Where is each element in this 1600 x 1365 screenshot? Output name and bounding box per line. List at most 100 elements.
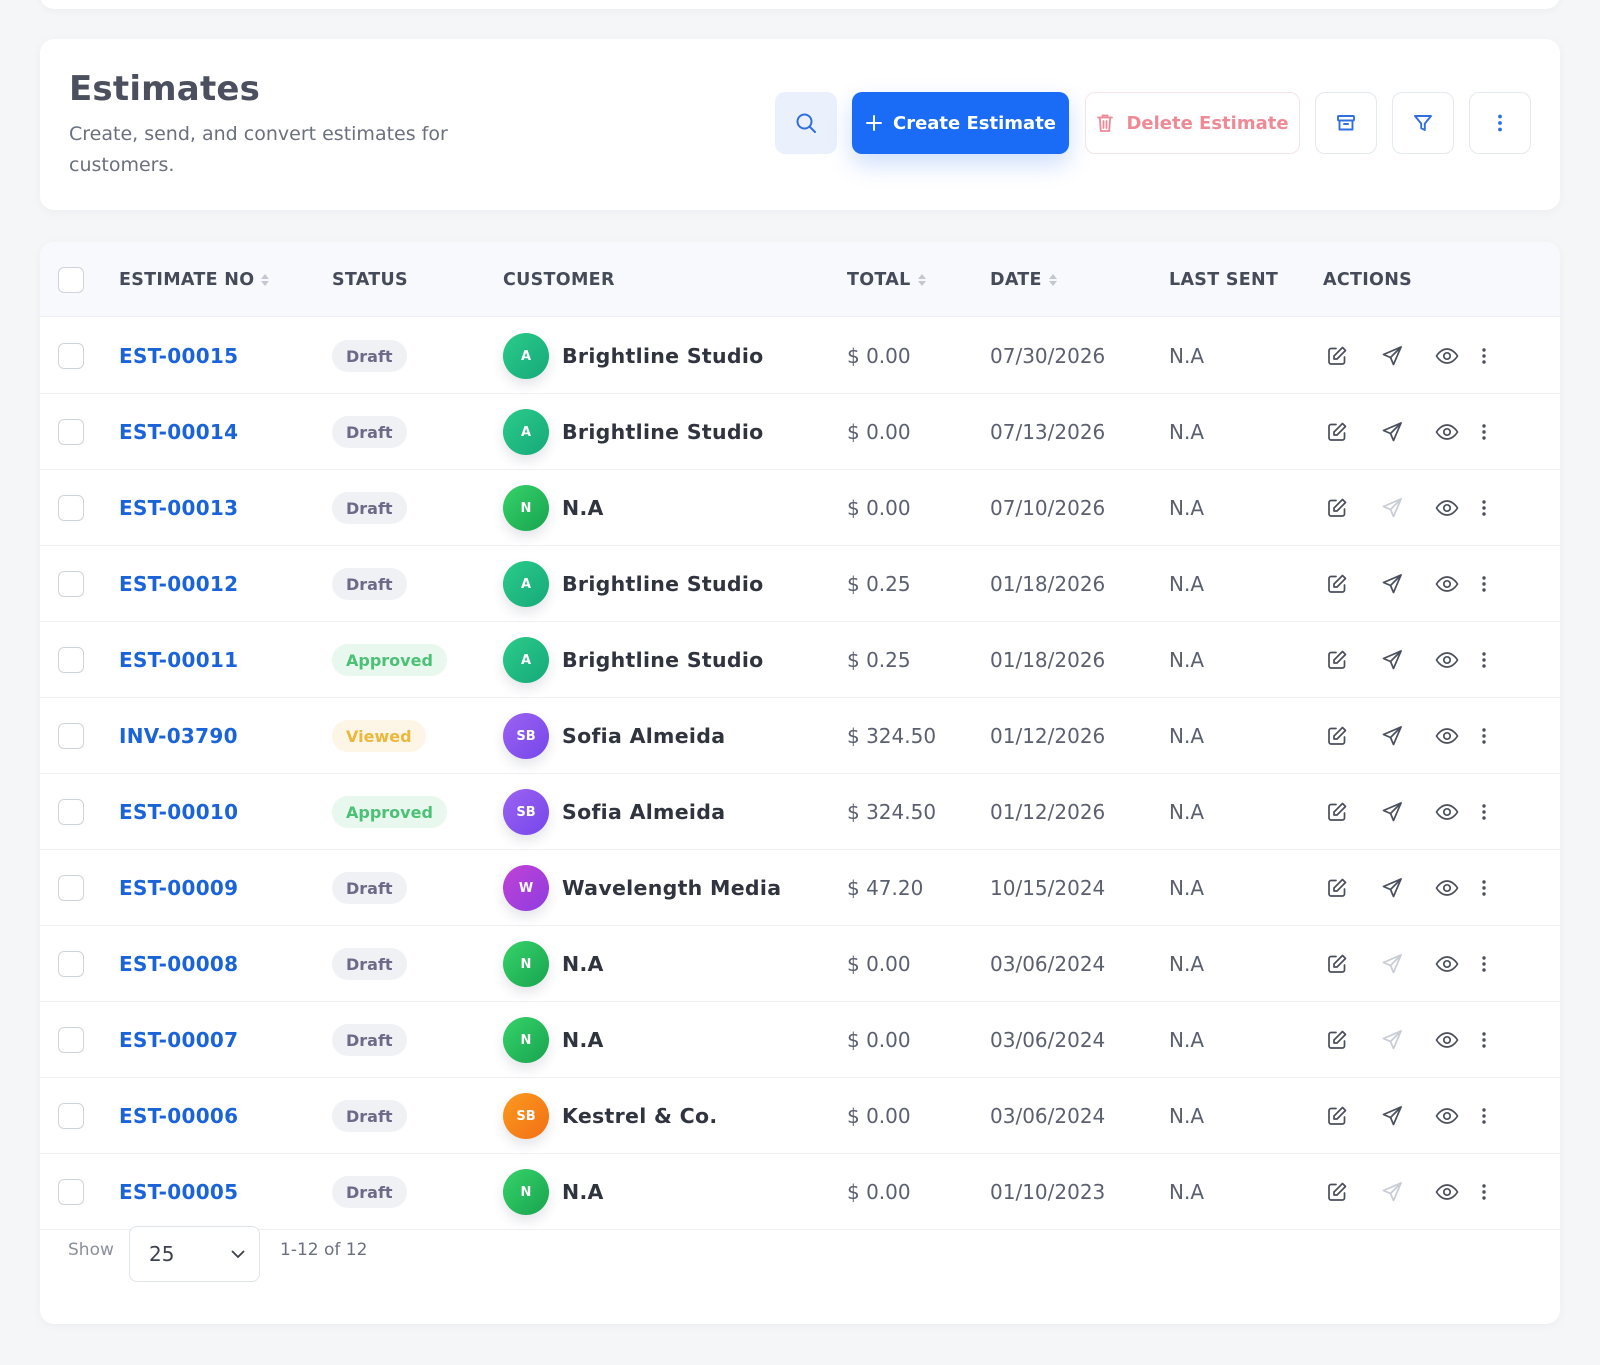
table-row: EST-00013 Draft N N.A $ 0.00 07/10/2026 N.A — [40, 470, 1560, 546]
column-date[interactable]: DATE — [990, 242, 1057, 317]
row-more-icon[interactable] — [1470, 646, 1498, 674]
estimate-number-link[interactable]: EST-00005 — [119, 1179, 239, 1204]
status-badge: Draft — [332, 492, 407, 524]
send-icon[interactable] — [1378, 418, 1406, 446]
send-icon — [1378, 1026, 1406, 1054]
edit-icon[interactable] — [1323, 570, 1351, 598]
estimate-number-link[interactable]: EST-00009 — [119, 875, 239, 900]
view-icon[interactable] — [1433, 1102, 1461, 1130]
page-size-select[interactable]: 25 — [129, 1226, 260, 1282]
estimate-number-link[interactable]: EST-00011 — [119, 647, 239, 672]
view-icon[interactable] — [1433, 494, 1461, 522]
send-icon[interactable] — [1378, 570, 1406, 598]
archive-button[interactable] — [1315, 92, 1377, 154]
edit-icon[interactable] — [1323, 798, 1351, 826]
estimate-number-link[interactable]: EST-00008 — [119, 951, 239, 976]
column-total[interactable]: TOTAL — [847, 242, 926, 317]
send-icon[interactable] — [1378, 1102, 1406, 1130]
column-customer: CUSTOMER — [503, 242, 615, 317]
row-more-icon[interactable] — [1470, 570, 1498, 598]
plus-icon — [865, 115, 882, 131]
row-more-icon[interactable] — [1470, 494, 1498, 522]
row-checkbox[interactable] — [58, 723, 84, 749]
row-checkbox[interactable] — [58, 495, 84, 521]
status-badge: Draft — [332, 1100, 407, 1132]
search-icon — [796, 113, 816, 133]
row-more-icon[interactable] — [1470, 722, 1498, 750]
estimate-number-link[interactable]: EST-00010 — [119, 799, 239, 824]
delete-estimate-label: Delete Estimate — [1126, 112, 1289, 134]
send-icon[interactable] — [1378, 342, 1406, 370]
estimate-number-link[interactable]: INV-03790 — [119, 723, 238, 748]
last-sent: N.A — [1169, 875, 1204, 900]
view-icon[interactable] — [1433, 1026, 1461, 1054]
row-more-icon[interactable] — [1470, 1026, 1498, 1054]
row-checkbox[interactable] — [58, 951, 84, 977]
view-icon[interactable] — [1433, 1178, 1461, 1206]
row-checkbox[interactable] — [58, 647, 84, 673]
more-options-button[interactable] — [1469, 92, 1531, 154]
column-estimate-no[interactable]: ESTIMATE NO — [119, 242, 270, 317]
edit-icon[interactable] — [1323, 722, 1351, 750]
edit-icon[interactable] — [1323, 418, 1351, 446]
row-checkbox[interactable] — [58, 343, 84, 369]
row-checkbox[interactable] — [58, 1179, 84, 1205]
edit-icon[interactable] — [1323, 646, 1351, 674]
view-icon[interactable] — [1433, 722, 1461, 750]
edit-icon[interactable] — [1323, 494, 1351, 522]
total-amount: $ 324.50 — [847, 723, 937, 748]
estimate-number-link[interactable]: EST-00007 — [119, 1027, 239, 1052]
estimate-number-link[interactable]: EST-00013 — [119, 495, 239, 520]
row-more-icon[interactable] — [1470, 1102, 1498, 1130]
total-amount: $ 0.00 — [847, 951, 911, 976]
row-checkbox[interactable] — [58, 571, 84, 597]
edit-icon[interactable] — [1323, 1178, 1351, 1206]
view-icon[interactable] — [1433, 950, 1461, 978]
total-amount: $ 0.00 — [847, 1179, 911, 1204]
row-checkbox[interactable] — [58, 1103, 84, 1129]
view-icon[interactable] — [1433, 798, 1461, 826]
view-icon[interactable] — [1433, 646, 1461, 674]
view-icon[interactable] — [1433, 570, 1461, 598]
search-button[interactable] — [775, 92, 837, 154]
view-icon[interactable] — [1433, 418, 1461, 446]
create-estimate-button[interactable]: Create Estimate — [852, 92, 1069, 154]
delete-estimate-button[interactable]: Delete Estimate — [1085, 92, 1300, 154]
row-more-icon[interactable] — [1470, 1178, 1498, 1206]
row-more-icon[interactable] — [1470, 342, 1498, 370]
status-badge: Approved — [332, 644, 447, 676]
send-icon[interactable] — [1378, 646, 1406, 674]
row-checkbox[interactable] — [58, 799, 84, 825]
column-status: STATUS — [332, 242, 408, 317]
edit-icon[interactable] — [1323, 874, 1351, 902]
estimate-number-link[interactable]: EST-00012 — [119, 571, 239, 596]
send-icon[interactable] — [1378, 798, 1406, 826]
select-all-checkbox[interactable] — [58, 267, 84, 293]
row-checkbox[interactable] — [58, 875, 84, 901]
edit-icon[interactable] — [1323, 1026, 1351, 1054]
status-badge: Draft — [332, 416, 407, 448]
row-more-icon[interactable] — [1470, 418, 1498, 446]
edit-icon[interactable] — [1323, 342, 1351, 370]
view-icon[interactable] — [1433, 874, 1461, 902]
column-date-label: DATE — [990, 269, 1042, 290]
row-checkbox[interactable] — [58, 1027, 84, 1053]
page-header: Estimates Create, send, and convert esti… — [40, 39, 1560, 210]
estimate-date: 03/06/2024 — [990, 1027, 1106, 1052]
send-icon[interactable] — [1378, 874, 1406, 902]
row-more-icon[interactable] — [1470, 874, 1498, 902]
estimate-number-link[interactable]: EST-00015 — [119, 343, 239, 368]
filter-button[interactable] — [1392, 92, 1454, 154]
estimate-number-link[interactable]: EST-00014 — [119, 419, 239, 444]
edit-icon[interactable] — [1323, 1102, 1351, 1130]
estimate-number-link[interactable]: EST-00006 — [119, 1103, 239, 1128]
estimate-date: 07/10/2026 — [990, 495, 1106, 520]
row-checkbox[interactable] — [58, 419, 84, 445]
edit-icon[interactable] — [1323, 950, 1351, 978]
last-sent: N.A — [1169, 951, 1204, 976]
view-icon[interactable] — [1433, 342, 1461, 370]
row-more-icon[interactable] — [1470, 950, 1498, 978]
last-sent: N.A — [1169, 571, 1204, 596]
send-icon[interactable] — [1378, 722, 1406, 750]
row-more-icon[interactable] — [1470, 798, 1498, 826]
